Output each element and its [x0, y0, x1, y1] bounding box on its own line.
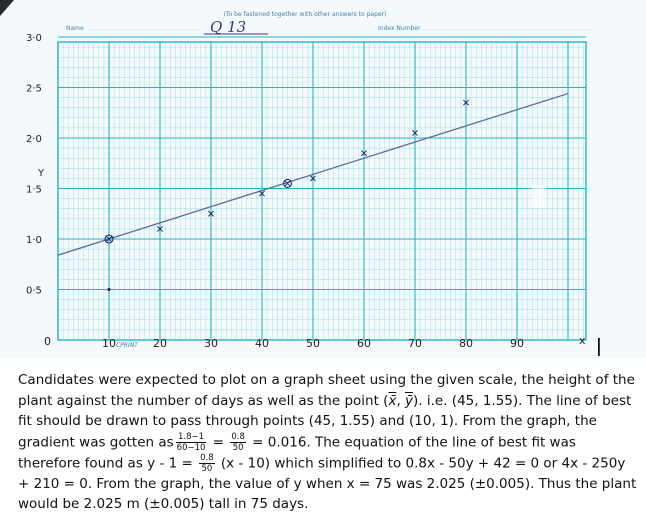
- x-tick-label: 20: [153, 337, 167, 350]
- x-tick-label: 60: [357, 337, 371, 350]
- caption-sentence-1: Candidates were expected to plot on a gr…: [18, 372, 635, 409]
- y-tick-label: 1·5: [26, 185, 42, 196]
- data-point-cross: [361, 150, 367, 157]
- page-edge-mark: [598, 338, 600, 356]
- x-tick-label: 90: [510, 337, 524, 350]
- data-points: [104, 99, 469, 292]
- data-point-cross: [259, 190, 265, 197]
- caption: Candidates were expected to plot on a gr…: [18, 370, 638, 515]
- equation-fraction: 0.8 50: [199, 453, 215, 474]
- data-point: [157, 225, 163, 232]
- data-point: [259, 190, 265, 197]
- caption-sentence-3: = 0.016. The equation of the line of bes…: [18, 434, 576, 471]
- x-tick-label: 50: [306, 337, 320, 350]
- y-tick-label: 1·0: [26, 235, 42, 246]
- grid-minor: [57, 42, 586, 341]
- grid-major: [57, 36, 587, 341]
- x-axis-ticks: 10 20 30 40 50 60 70 80 90: [102, 337, 524, 350]
- gradient-fraction-denominator: 60−10: [176, 442, 206, 453]
- paper-background: [0, 0, 646, 362]
- data-point-circle: [104, 234, 114, 244]
- data-point-cross: [284, 180, 291, 187]
- equation-fraction-numerator: 0.8: [199, 452, 215, 464]
- handwritten-question-label: Q 13: [210, 18, 246, 36]
- data-point: [208, 210, 214, 217]
- graph-sheet-figure: 0·5 1·0 1·5 2·0 2·5 3·0 10 20 30 40 50 60 70 80 90 (T…: [0, 0, 646, 362]
- best-fit-line: [57, 92, 569, 256]
- data-point: [310, 175, 316, 182]
- caption-paragraph: Candidates were expected to plot on a gr…: [18, 370, 638, 515]
- data-point-cross: [105, 235, 113, 243]
- data-point-circle: [282, 178, 293, 188]
- data-point-cross: [157, 225, 163, 232]
- data-point: [104, 234, 114, 244]
- grid-border: [57, 41, 587, 341]
- x-axis-label: x: [579, 334, 586, 347]
- caption-sentence-4: (x - 10) which simplified to 0.8x - 50y …: [18, 455, 637, 512]
- gradient-fraction: 1.8−1 60−10: [175, 432, 207, 453]
- x-tick-label: 10: [102, 337, 116, 350]
- data-point: [412, 129, 418, 136]
- simplified-fraction: 0.8 50: [230, 432, 246, 453]
- origin-label: 0: [44, 335, 51, 348]
- x-tick-label: 70: [408, 337, 422, 350]
- data-point-cross: [463, 99, 469, 106]
- data-point-cross: [412, 129, 418, 136]
- x-tick-label: 30: [204, 337, 218, 350]
- x-tick-label: 40: [255, 337, 269, 350]
- figure-bottom-strip: [0, 358, 646, 362]
- index-label: Index Number: [378, 25, 421, 32]
- data-point: [361, 150, 367, 157]
- corner-shadow: [0, 0, 14, 16]
- y-tick-label: 2·5: [26, 84, 42, 95]
- y-axis-label: Y: [37, 168, 45, 179]
- data-point: [282, 178, 293, 188]
- name-label: Name: [66, 25, 84, 32]
- simplified-fraction-numerator: 0.8: [230, 431, 246, 443]
- equals-sign: =: [208, 434, 229, 450]
- data-point-cross: [310, 175, 316, 182]
- y-tick-label: 0·5: [26, 286, 42, 297]
- y-tick-label: 2·0: [26, 134, 42, 145]
- y-bar-symbol: ȳ: [405, 392, 414, 409]
- data-point-cross: [208, 210, 214, 217]
- top-note: (To be fastened together with other answ…: [224, 11, 387, 18]
- gradient-fraction-numerator: 1.8−1: [175, 432, 207, 443]
- printer-mark: CPRINT: [116, 342, 139, 349]
- data-point: [463, 99, 469, 106]
- caption-comma: ,: [396, 392, 406, 409]
- y-tick-label: 3·0: [26, 33, 42, 44]
- smudge: [532, 186, 546, 208]
- x-bar-symbol: x̄: [388, 392, 397, 409]
- equation-fraction-denominator: 50: [201, 463, 213, 474]
- simplified-fraction-denominator: 50: [232, 442, 244, 453]
- data-point-dot: [107, 287, 111, 292]
- x-tick-label: 80: [459, 337, 473, 350]
- data-point: [107, 287, 111, 292]
- y-axis-ticks: 0·5 1·0 1·5 2·0 2·5 3·0: [26, 33, 42, 297]
- caption-sentence-2: ). i.e. (45, 1.55). The line of best fit…: [18, 392, 632, 451]
